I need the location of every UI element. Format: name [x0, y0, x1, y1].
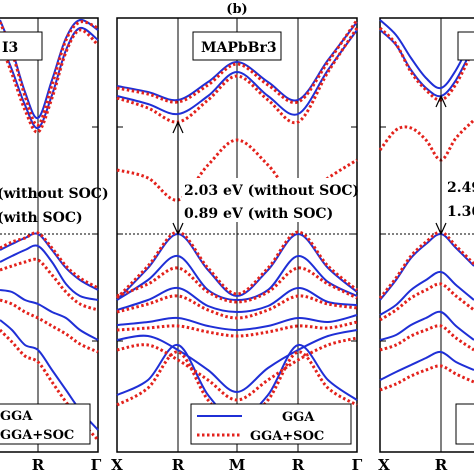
panel-right-bands	[378, 19, 474, 392]
panel-left-material-box	[0, 31, 43, 61]
panel-right-ticks	[380, 126, 386, 342]
right-gga-cb-2	[379, 19, 474, 90]
panel-middle-legend	[190, 403, 352, 445]
panel-middle-material-box	[192, 31, 282, 61]
right-soc-vb-2	[379, 282, 474, 322]
panel-middle-anno-bg	[182, 178, 354, 222]
panel-middle-gap-arrow	[172, 120, 184, 236]
panel-right-gap-no-soc: 2.49	[447, 180, 474, 196]
mid-soc-vb-4	[116, 320, 358, 338]
panel-left-annotation-1: (without SOC)	[0, 186, 109, 202]
panel-middle-gap-no-soc: 2.03 eV (without SOC)	[184, 183, 359, 199]
right-gga-vb-3	[379, 310, 474, 341]
panel-left-material-label: I3	[2, 40, 18, 56]
panel-middle-legend-gga: GGA	[282, 410, 315, 425]
panel-left-frame	[0, 17, 99, 453]
panel-middle-ticks	[117, 126, 357, 342]
panel-left-annotation-2: (with SOC)	[0, 210, 83, 226]
left-soc-cb-1	[0, 28, 100, 134]
panel-left-xtick-gamma: Γ	[91, 456, 102, 474]
panel-middle: 2.03 eV (without SOC) 0.89 eV (with SOC)…	[111, 17, 363, 474]
mid-gga-cb-1	[116, 21, 358, 102]
panel-right-anno-bg	[444, 174, 474, 222]
mid-gga-vb-3	[116, 286, 358, 314]
panel-left-legend-gga: GGA	[0, 409, 33, 424]
panel-left-legend	[0, 403, 91, 445]
left-soc-vb-1	[0, 231, 99, 290]
left-soc-vb-2	[0, 257, 99, 312]
right-soc-cb-split	[378, 118, 474, 162]
panel-middle-material-label: MAPbBr3	[201, 40, 277, 56]
panel-right-frame	[379, 17, 474, 453]
panel-right-legend	[455, 403, 474, 445]
left-gga-vb-3	[0, 289, 99, 341]
panel-right-gap-arrow	[435, 94, 447, 236]
panel-left: I3 (without SOC) (with SOC) GGA GGA+SOC …	[0, 17, 109, 474]
panel-middle-legend-ggasoc: GGA+SOC	[250, 429, 324, 444]
mid-gga-cb-2	[116, 29, 358, 116]
mid-gga-vb-4	[116, 314, 358, 332]
panel-middle-gap-soc: 0.89 eV (with SOC)	[184, 206, 333, 222]
panel-middle-xtick-r2: R	[292, 456, 305, 474]
right-gga-vb-1	[379, 232, 474, 301]
panel-left-ticks	[92, 126, 98, 342]
panel-middle-xtick-m: M	[229, 456, 246, 474]
panel-middle-xtick-r1: R	[172, 456, 185, 474]
mid-soc-cb-2	[116, 27, 359, 125]
left-gga-vb-2	[0, 244, 99, 301]
panel-right-xtick-x: X	[378, 456, 390, 474]
mid-gga-vb-5	[116, 329, 358, 394]
mid-soc-vb-5	[116, 336, 358, 402]
panel-middle-xtick-x: X	[111, 456, 123, 474]
mid-soc-cb-1	[116, 19, 359, 105]
panel-right-material-box	[457, 31, 474, 61]
mid-soc-vb-3	[116, 294, 358, 320]
right-soc-vb-4	[379, 364, 474, 392]
panel-right: 2.49 1.36 X R	[378, 17, 474, 474]
panel-right-xtick-r: R	[435, 456, 448, 474]
panel-middle-xtick-gamma: Γ	[352, 456, 363, 474]
mid-gga-vb-2	[116, 254, 358, 302]
right-gga-vb-2	[379, 270, 474, 316]
panel-label: (b)	[226, 2, 247, 17]
panel-left-bands	[0, 18, 100, 442]
left-soc-vb-3	[0, 298, 99, 354]
panel-left-legend-ggasoc: GGA+SOC	[0, 428, 74, 443]
panel-right-gap-soc: 1.36	[447, 204, 474, 220]
mid-soc-cb-split	[116, 138, 358, 202]
right-gga-vb-4	[379, 350, 474, 381]
right-soc-vb-3	[379, 324, 474, 352]
panel-middle-bands	[115, 19, 359, 427]
panel-left-xtick-r: R	[32, 456, 45, 474]
right-soc-vb-1	[378, 230, 474, 299]
